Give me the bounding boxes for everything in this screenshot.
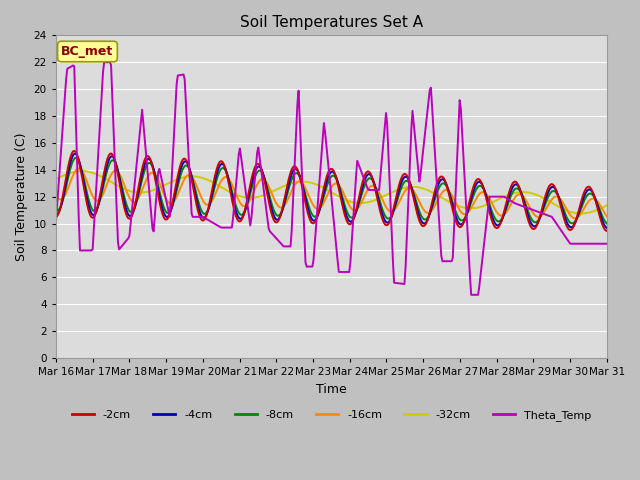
-4cm	[285, 179, 293, 184]
-16cm	[285, 193, 293, 199]
Line: -32cm: -32cm	[56, 171, 607, 214]
-16cm	[571, 216, 579, 221]
-32cm	[362, 200, 369, 205]
-4cm	[458, 221, 466, 227]
Theta_Temp	[225, 225, 232, 230]
Theta_Temp	[467, 292, 475, 298]
-32cm	[603, 203, 611, 208]
-8cm	[285, 183, 293, 189]
-32cm	[388, 190, 396, 195]
Theta_Temp	[52, 221, 60, 227]
-32cm	[285, 181, 293, 187]
-16cm	[554, 194, 561, 200]
-8cm	[388, 212, 396, 218]
-4cm	[603, 225, 611, 231]
Theta_Temp	[285, 243, 293, 249]
-8cm	[458, 217, 466, 223]
-32cm	[554, 203, 561, 209]
-8cm	[72, 155, 79, 161]
Theta_Temp	[555, 224, 563, 229]
Theta_Temp	[362, 180, 369, 185]
-16cm	[603, 214, 611, 219]
-8cm	[225, 175, 232, 180]
-8cm	[554, 192, 561, 197]
Theta_Temp	[388, 231, 396, 237]
X-axis label: Time: Time	[316, 383, 347, 396]
-32cm	[79, 168, 86, 174]
-16cm	[75, 166, 83, 171]
-32cm	[52, 176, 60, 182]
-16cm	[458, 210, 466, 216]
-32cm	[458, 204, 466, 210]
-16cm	[388, 209, 396, 215]
Theta_Temp	[458, 127, 466, 132]
Title: Soil Temperatures Set A: Soil Temperatures Set A	[240, 15, 423, 30]
-2cm	[70, 148, 78, 154]
-2cm	[554, 192, 561, 197]
Line: -2cm: -2cm	[56, 151, 607, 231]
-2cm	[458, 223, 466, 228]
-32cm	[225, 188, 232, 194]
Theta_Temp	[100, 60, 108, 65]
Y-axis label: Soil Temperature (C): Soil Temperature (C)	[15, 132, 28, 261]
-32cm	[577, 211, 584, 216]
-4cm	[52, 211, 60, 216]
Text: BC_met: BC_met	[61, 45, 113, 58]
-2cm	[225, 179, 232, 185]
-16cm	[362, 192, 369, 197]
-2cm	[388, 213, 396, 218]
-16cm	[225, 176, 232, 181]
-8cm	[52, 206, 60, 212]
Line: Theta_Temp: Theta_Temp	[56, 62, 607, 295]
-2cm	[285, 174, 293, 180]
-2cm	[603, 228, 611, 234]
-4cm	[225, 176, 232, 182]
-4cm	[554, 191, 561, 196]
Line: -4cm: -4cm	[56, 154, 607, 228]
-2cm	[362, 171, 369, 177]
-8cm	[603, 221, 611, 227]
-4cm	[362, 176, 369, 181]
Theta_Temp	[603, 241, 611, 247]
-4cm	[72, 151, 79, 156]
-2cm	[52, 214, 60, 220]
Line: -8cm: -8cm	[56, 158, 607, 224]
-4cm	[388, 214, 396, 219]
-16cm	[52, 192, 60, 197]
-8cm	[362, 181, 369, 187]
Line: -16cm: -16cm	[56, 168, 607, 218]
Legend: -2cm, -4cm, -8cm, -16cm, -32cm, Theta_Temp: -2cm, -4cm, -8cm, -16cm, -32cm, Theta_Te…	[67, 406, 596, 425]
